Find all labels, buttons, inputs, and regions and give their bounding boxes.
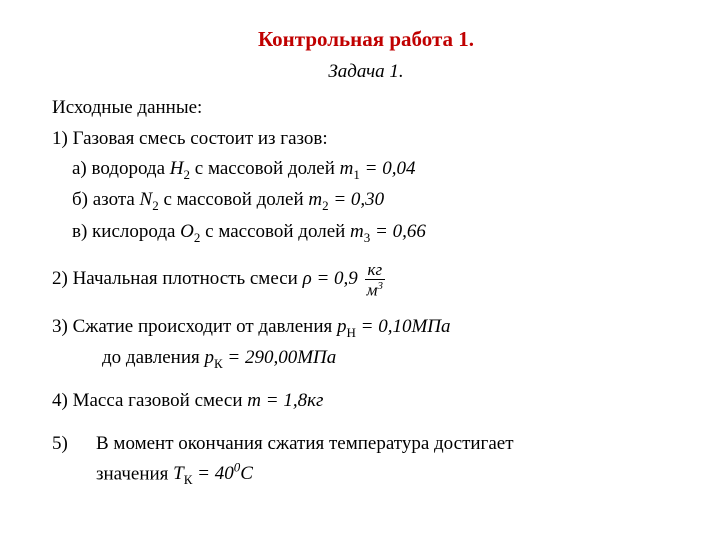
item-4-text: 4) Масса газовой смеси (52, 390, 247, 411)
formula-m2: m2 = 0,30 (308, 189, 384, 210)
m3-sym: m (350, 221, 364, 242)
item-3-block: 3) Сжатие происходит от давления pН = 0,… (52, 313, 680, 374)
formula-ph: pН = 0,10МПа (337, 316, 451, 337)
o2-sym: O (180, 221, 194, 242)
rho-eq: ρ = 0,9 (303, 268, 358, 289)
rho-fraction: кг м3 (365, 261, 386, 299)
pk-eq: = 290,00МПа (223, 347, 337, 368)
item-1c-mid: с массовой долей (205, 221, 350, 242)
item-3b-text: до давления (102, 347, 204, 368)
m1-sym: m (340, 158, 354, 179)
m2-eq: = 0,30 (329, 189, 385, 210)
item-2-text: 2) Начальная плотность смеси (52, 268, 303, 289)
tk-eq-a: = 40 (192, 463, 233, 484)
doc-subtitle: Задача 1. (52, 58, 680, 87)
heading-line: Исходные данные: (52, 94, 680, 123)
item-5: 5) В момент окончания сжатия температура… (52, 430, 680, 490)
formula-mass: m = 1,8кг (247, 390, 323, 411)
item-5-body: В момент окончания сжатия температура до… (96, 430, 680, 490)
n2-sym: N (140, 189, 153, 210)
item-1: 1) Газовая смесь состоит из газов: (52, 125, 680, 154)
item-5-text-b-line: значения TК = 400С (96, 458, 680, 490)
mass-eq: = 1,8кг (261, 390, 323, 411)
item-3b: до давления pК = 290,00МПа (52, 344, 680, 373)
o2-sub: 2 (194, 229, 201, 244)
pk-sub: К (214, 356, 223, 371)
item-1c-pre: в) кислорода (72, 221, 180, 242)
tk-sym: T (173, 463, 184, 484)
tk-eq-b: С (240, 463, 253, 484)
rho-den-sup: 3 (378, 280, 384, 292)
item-5-num: 5) (52, 430, 96, 490)
item-3-text: 3) Сжатие происходит от давления (52, 316, 337, 337)
formula-rho: ρ = 0,9 кг м3 (303, 268, 388, 289)
formula-o2: O2 (180, 221, 200, 242)
item-5-text-a: В момент окончания сжатия температура до… (96, 430, 680, 459)
formula-tk: TК = 400С (173, 463, 253, 484)
formula-n2: N2 (140, 189, 159, 210)
item-1c: в) кислорода O2 с массовой долей m3 = 0,… (52, 218, 680, 247)
heading: Исходные данные: (52, 97, 202, 118)
item-4: 4) Масса газовой смеси m = 1,8кг (52, 387, 680, 416)
h2-sub: 2 (184, 167, 191, 182)
item-1a-mid: с массовой долей (195, 158, 340, 179)
h2-sym: H (170, 158, 184, 179)
item-3: 3) Сжатие происходит от давления pН = 0,… (52, 313, 680, 342)
formula-h2: H2 (170, 158, 190, 179)
item-1b-pre: б) азота (72, 189, 140, 210)
formula-pk: pК = 290,00МПа (204, 347, 336, 368)
item-1a: а) водорода H2 с массовой долей m1 = 0,0… (52, 155, 680, 184)
formula-m3: m3 = 0,66 (350, 221, 426, 242)
formula-m1: m1 = 0,04 (340, 158, 416, 179)
rho-den: м3 (365, 280, 386, 299)
pk-sym: p (204, 347, 214, 368)
m2-sym: m (308, 189, 322, 210)
item-1b: б) азота N2 с массовой долей m2 = 0,30 (52, 186, 680, 215)
ph-sub: Н (346, 324, 355, 339)
rho-den-base: м (367, 281, 378, 300)
n2-sub: 2 (152, 198, 159, 213)
m3-eq: = 0,66 (370, 221, 426, 242)
item-2: 2) Начальная плотность смеси ρ = 0,9 кг … (52, 261, 680, 299)
item-5-text-b: значения (96, 463, 173, 484)
m1-eq: = 0,04 (360, 158, 416, 179)
ph-eq: = 0,10МПа (356, 316, 451, 337)
mass-sym: m (247, 390, 261, 411)
doc-title: Контрольная работа 1. (52, 24, 680, 56)
item-1b-mid: с массовой долей (163, 189, 308, 210)
item-1a-pre: а) водорода (72, 158, 170, 179)
rho-num: кг (365, 261, 386, 280)
